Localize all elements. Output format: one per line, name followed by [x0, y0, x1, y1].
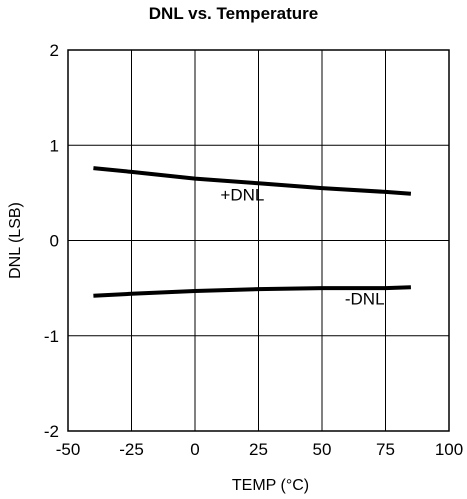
labels: +DNL -DNL: [220, 185, 384, 308]
x-tick-label: 0: [190, 440, 199, 459]
x-tick-label: 75: [376, 440, 395, 459]
x-tick-label: -25: [119, 440, 144, 459]
x-tick-label: -50: [56, 440, 81, 459]
x-tick-label: 25: [249, 440, 268, 459]
grid: [68, 50, 449, 431]
series-annotation: +DNL: [220, 185, 264, 204]
axes: -50 -25 0 25 50 75 100 -2 -1 0 1 2 TEMP (°C) DNL (LSB…: [7, 41, 463, 494]
y-tick-label: 2: [50, 41, 59, 60]
plot-frame: [67, 49, 450, 432]
y-axis-label: DNL (LSB): [7, 202, 24, 279]
x-tick-label: 100: [435, 440, 463, 459]
y-tick-label: -1: [44, 327, 59, 346]
x-tick-label: 50: [313, 440, 332, 459]
y-tick-label: 0: [50, 232, 59, 251]
series-line: [93, 166, 412, 196]
series: [93, 166, 412, 298]
series-annotation: -DNL: [345, 289, 385, 308]
y-tick-label: -2: [44, 422, 59, 441]
series-line: [93, 285, 411, 298]
y-tick-label: 1: [50, 136, 59, 155]
x-axis-label: TEMP (°C): [232, 477, 309, 494]
chart-title: DNL vs. Temperature: [148, 4, 319, 23]
